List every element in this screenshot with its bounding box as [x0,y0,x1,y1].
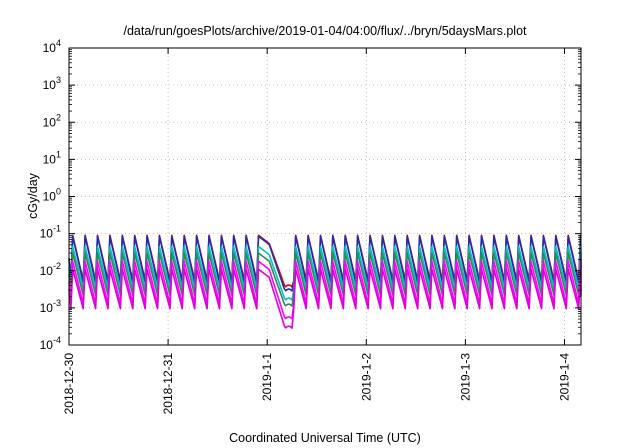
y-tick-label: 10-1 [40,224,61,241]
x-tick-label: 2018-12-31 [161,353,175,415]
y-tick-label: 101 [43,149,61,166]
y-tick-label: 104 [43,38,61,55]
series-line-2 [68,245,582,301]
y-tick-label: 100 [43,187,61,204]
chart-title: /data/run/goesPlots/archive/2019-01-04/0… [123,24,527,38]
x-axis-title: Coordinated Universal Time (UTC) [229,431,421,445]
y-axis: 10-4 10-3 10-2 10-1 100 101 102 103 104 [40,38,581,352]
series-line-3 [68,252,582,307]
x-tick-label: 2019-1-2 [359,353,373,401]
x-tick-label: 2019-1-4 [557,353,571,401]
x-tick-label: 2019-1-3 [458,353,472,401]
x-tick-label: 2019-1-1 [260,353,274,401]
y-axis-title: cGy/day [26,172,40,219]
x-axis: 2018-12-30 2018-12-31 2019-1-1 2019-1-2 2019… [62,48,571,414]
x-tick-label: 2018-12-30 [62,353,76,415]
series-line-1 [68,235,582,292]
y-tick-label: 10-4 [40,335,61,352]
y-tick-label: 102 [43,112,61,129]
y-tick-label: 103 [43,75,61,92]
y-tick-label: 10-2 [40,261,61,278]
series-line-5 [68,268,582,329]
y-tick-label: 10-3 [40,298,61,315]
series-group [68,234,582,329]
series-line-4 [68,260,582,320]
